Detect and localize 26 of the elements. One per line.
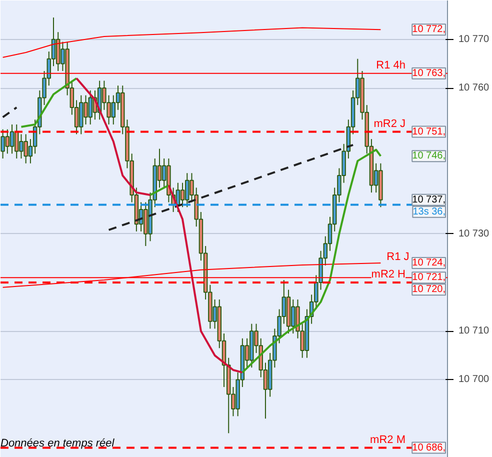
ref-line-label: mR2 H bbox=[371, 268, 406, 280]
annotation: 13s 36, bbox=[412, 206, 446, 218]
annotation: Données en temps réel bbox=[0, 438, 115, 450]
y-tick-label: 10 770 bbox=[458, 34, 490, 45]
candlestick bbox=[180, 182, 185, 208]
ref-line-label: mR2 J bbox=[374, 118, 406, 130]
candlestick bbox=[10, 124, 14, 154]
line-series bbox=[20, 77, 78, 128]
annotation: 10 724, bbox=[412, 258, 446, 269]
annotation: 10 772, bbox=[412, 24, 446, 36]
annotation: 10 763, bbox=[412, 68, 446, 79]
y-tick-label: 10 730 bbox=[458, 228, 490, 240]
y-tick-label: 10 700 bbox=[458, 374, 490, 386]
annotation: 10 686, bbox=[412, 442, 446, 454]
ref-line-label: mR2 M bbox=[370, 434, 406, 446]
y-tick-label: 10 710 bbox=[458, 326, 490, 337]
line-series bbox=[2, 27, 382, 58]
annotation: 10 737, bbox=[412, 194, 446, 206]
annotation: 10 720, bbox=[412, 284, 446, 296]
series-label: R1 J bbox=[386, 251, 410, 264]
annotation: 10 721, bbox=[412, 272, 446, 284]
annotation: 10 751, bbox=[412, 126, 446, 138]
ref-line-label: R1 4h bbox=[376, 59, 406, 72]
line-series bbox=[76, 77, 152, 196]
annotation: 10 746, bbox=[412, 150, 446, 162]
y-tick-label: 10 760 bbox=[458, 82, 490, 94]
